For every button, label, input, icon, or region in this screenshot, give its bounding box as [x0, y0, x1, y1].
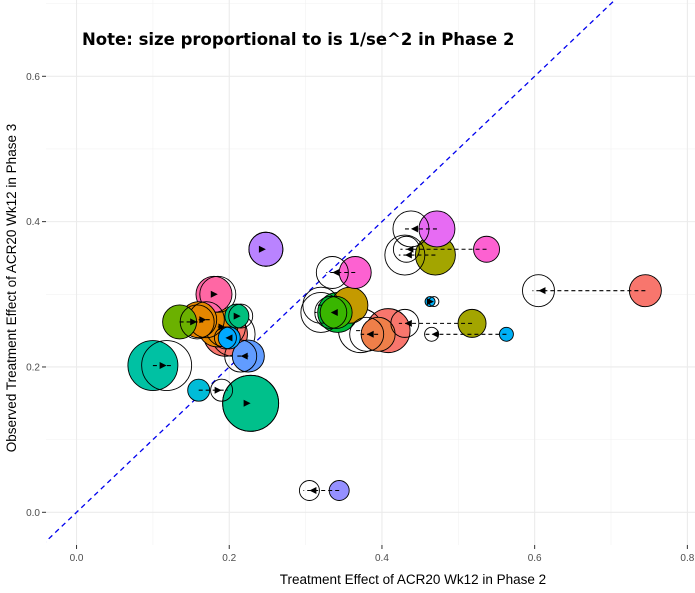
- shrinkage-arrowhead: [330, 308, 338, 316]
- shrinkage-arrowhead: [258, 245, 266, 253]
- x-tick-label: 0.2: [222, 553, 236, 564]
- adjusted-point: [315, 256, 349, 289]
- reference-line-layer: [46, 0, 616, 543]
- data-point-group: [315, 256, 372, 289]
- shrinkage-arrowhead: [410, 225, 418, 233]
- y-axis-title: Observed Treatment Effect of ACR20 Wk12 …: [4, 124, 19, 452]
- data-point-group: [298, 480, 350, 501]
- adjusted-point: [228, 303, 254, 329]
- data-point-group: [224, 339, 265, 373]
- shrinkage-arrowhead: [233, 312, 241, 320]
- data-point-group: [187, 378, 234, 402]
- data-point-group: [424, 296, 440, 308]
- shrinkage-arrowhead: [404, 251, 412, 259]
- shrinkage-arrowhead: [332, 269, 340, 276]
- grid-lines: [46, 0, 695, 545]
- points-layer: [127, 210, 662, 501]
- shrinkage-arrowhead: [426, 298, 434, 306]
- x-tick-label: 0.8: [680, 553, 694, 564]
- y-tick-label: 0.0: [26, 508, 40, 519]
- adjusted-point: [314, 296, 348, 329]
- data-point-group: [522, 274, 662, 308]
- data-point-group: [222, 374, 280, 432]
- x-tick-label: 0.6: [528, 553, 542, 564]
- chart-title: Note: size proportional to is 1/se^2 in …: [82, 30, 514, 49]
- adjusted-point: [390, 308, 420, 338]
- identity-reference-line: [46, 0, 616, 543]
- shrinkage-arrowhead: [406, 245, 414, 253]
- data-point-group: [127, 340, 193, 391]
- x-tick-label: 0.4: [375, 553, 389, 564]
- adjusted-point: [213, 326, 237, 350]
- data-point-group: [314, 296, 353, 329]
- data-point-group: [392, 210, 456, 248]
- adjusted-point: [522, 274, 555, 308]
- adjusted-point: [298, 480, 320, 501]
- adjusted-point: [199, 275, 237, 313]
- adjusted-point: [392, 235, 420, 263]
- adjusted-point: [224, 339, 258, 373]
- shrinkage-arrowhead: [240, 352, 248, 360]
- adjusted-point: [248, 231, 284, 267]
- adjusted-point: [349, 316, 385, 352]
- shrinkage-arrowhead: [225, 334, 233, 342]
- shrinkage-arrowhead: [309, 487, 317, 494]
- shrinkage-arrowhead: [243, 399, 251, 407]
- x-axis-title: Treatment Effect of ACR20 Wk12 in Phase …: [280, 572, 546, 587]
- adjusted-point: [210, 378, 234, 402]
- y-tick-label: 0.6: [26, 72, 40, 83]
- data-point-group: [392, 235, 501, 263]
- shrinkage-arrowhead: [159, 362, 167, 370]
- adjusted-point: [141, 340, 193, 391]
- shrinkage-arrowhead: [538, 287, 546, 295]
- x-tick-label: 0.0: [70, 553, 84, 564]
- shrinkage-arrowhead: [190, 318, 198, 326]
- data-point-group: [162, 304, 215, 340]
- y-tick-label: 0.4: [26, 217, 40, 228]
- data-point-group: [390, 308, 487, 338]
- shrinkage-arrowhead: [366, 330, 374, 338]
- data-point-group: [248, 231, 284, 267]
- data-point-group: [224, 303, 254, 329]
- data-point-group: [213, 326, 241, 350]
- shrinkage-arrowhead: [404, 319, 412, 327]
- data-point-group: [349, 316, 396, 352]
- adjusted-point: [222, 374, 280, 432]
- shrinkage-arrowhead: [210, 290, 218, 298]
- y-tick-label: 0.2: [26, 362, 40, 373]
- shrinkage-arrowhead: [214, 386, 222, 394]
- axes: 0.0 0.2 0.4 0.6 0.8 0.0 0.2 0.4 0.6: [26, 72, 695, 564]
- shrinkage-arrowhead: [431, 330, 439, 338]
- data-point-group: [424, 326, 514, 342]
